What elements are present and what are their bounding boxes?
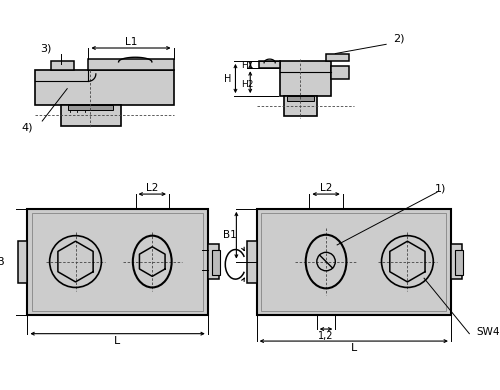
Text: 1): 1) <box>435 184 446 193</box>
Text: 1,2: 1,2 <box>318 330 334 340</box>
Bar <box>35 70 173 105</box>
Text: L2: L2 <box>320 183 332 193</box>
Text: H: H <box>224 73 232 83</box>
Bar <box>260 61 280 68</box>
Text: H1: H1 <box>241 61 254 70</box>
Bar <box>326 53 349 61</box>
Bar <box>212 250 220 275</box>
Bar <box>330 66 349 78</box>
Bar <box>262 213 446 310</box>
Text: L2: L2 <box>146 183 158 193</box>
Bar <box>256 209 451 315</box>
Bar <box>284 96 317 117</box>
Bar <box>28 209 208 315</box>
Bar <box>68 105 114 110</box>
Bar <box>32 213 203 310</box>
Bar <box>280 61 330 96</box>
Text: B: B <box>0 257 4 266</box>
Bar <box>456 250 463 275</box>
Text: L: L <box>350 344 357 353</box>
Bar <box>248 241 256 283</box>
Text: SW4: SW4 <box>476 327 500 337</box>
Text: 2): 2) <box>394 34 405 44</box>
Text: H2: H2 <box>242 80 254 89</box>
Text: L: L <box>114 336 120 346</box>
Bar <box>287 96 314 101</box>
Bar <box>18 241 28 283</box>
Text: B1: B1 <box>223 230 237 240</box>
Text: 3): 3) <box>40 43 52 53</box>
Text: L1: L1 <box>125 37 137 46</box>
Bar <box>52 61 74 70</box>
Bar <box>60 105 121 126</box>
Bar <box>208 244 219 279</box>
Bar <box>88 59 174 70</box>
Bar <box>451 244 462 279</box>
Text: 4): 4) <box>22 122 33 133</box>
